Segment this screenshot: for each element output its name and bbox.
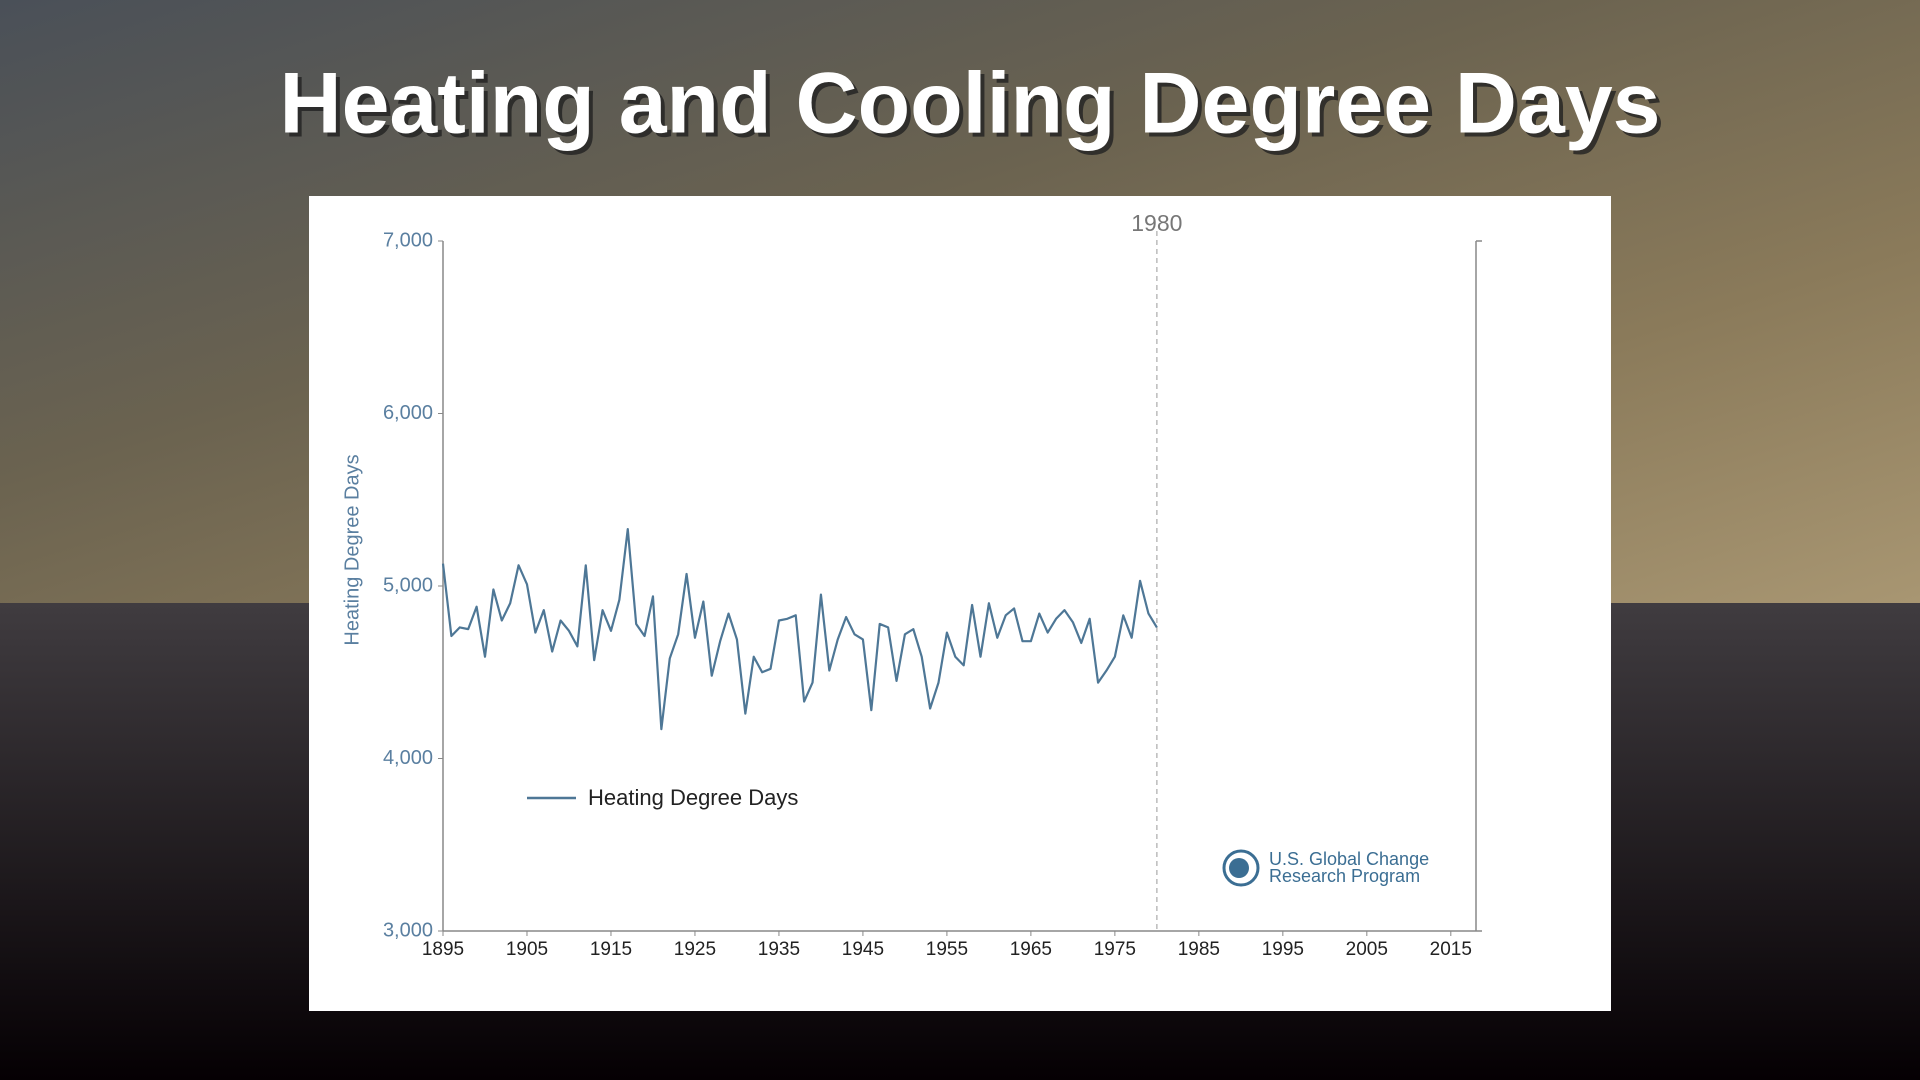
logo-land [1229, 858, 1249, 878]
x-tick-label: 1965 [1010, 939, 1052, 960]
x-tick-label: 1975 [1094, 939, 1136, 960]
legend-label: Heating Degree Days [588, 785, 798, 810]
x-tick-label: 2015 [1430, 939, 1472, 960]
x-tick-label: 1955 [926, 939, 968, 960]
source-logo: U.S. Global Change Research Program [1222, 849, 1429, 887]
x-tick-label: 2005 [1346, 939, 1388, 960]
y-tick-label: 3,000 [383, 919, 433, 941]
x-tick-label: 1925 [674, 939, 716, 960]
logo-globe [1222, 849, 1260, 887]
source-line: U.S. Global Change [1269, 849, 1429, 869]
x-tick-label: 1945 [842, 939, 884, 960]
annotation-label: 1980 [1131, 210, 1182, 236]
x-tick-label: 1995 [1262, 939, 1304, 960]
x-tick-label: 1935 [758, 939, 800, 960]
y-tick-label: 6,000 [383, 402, 433, 424]
x-tick-label: 1895 [422, 939, 464, 960]
source-line: Research Program [1269, 866, 1420, 886]
y-axis-label: Heating Degree Days [341, 454, 363, 645]
chart-panel [309, 196, 1611, 1011]
y-tick-label: 4,000 [383, 747, 433, 769]
x-tick-label: 1905 [506, 939, 548, 960]
y-tick-label: 5,000 [383, 574, 433, 596]
x-tick-label: 1915 [590, 939, 632, 960]
data-line [441, 527, 1158, 731]
y-tick-label: 7,000 [383, 229, 433, 251]
x-tick-label: 1985 [1178, 939, 1220, 960]
slide-title: Heating and Cooling Degree Days [279, 56, 1660, 152]
title-shadow: Heating and Cooling Degree Days [283, 60, 1664, 156]
